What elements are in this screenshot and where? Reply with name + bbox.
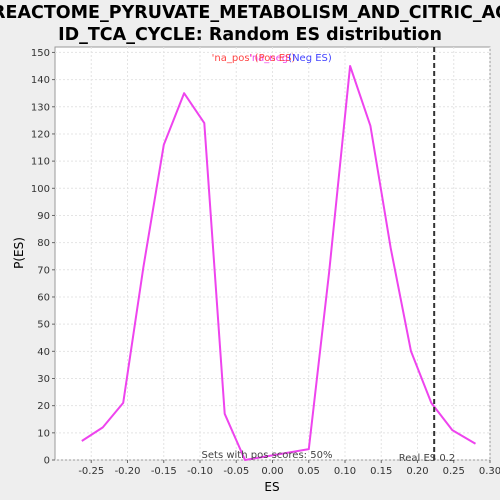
series-layer: [81, 65, 477, 461]
y-tick-label: 130: [31, 102, 50, 113]
y-tick-label: 20: [37, 401, 50, 412]
chart-title-line-2: ID_TCA_CYCLE: Random ES distribution: [58, 25, 442, 45]
x-tick-label: -0.05: [223, 466, 249, 477]
x-tick-label: 0.05: [298, 466, 320, 477]
y-axis-label: P(ES): [12, 237, 26, 269]
legend-label-neg-es: (Neg ES): [288, 53, 332, 64]
real-es-label: Real ES 0.2: [399, 453, 455, 464]
legend-label-na-neg: 'na_neg': [249, 53, 291, 64]
x-tick-label: -0.20: [115, 466, 141, 477]
x-tick-label: 0.30: [479, 466, 500, 477]
pos-scores-annotation: Sets with pos scores: 50%: [202, 450, 333, 461]
y-tick-label: 70: [37, 265, 50, 276]
x-tick-label: -0.15: [151, 466, 177, 477]
x-axis-label: ES: [264, 480, 279, 494]
y-tick-label: 120: [31, 129, 50, 140]
legend: 'na_pos' 'na_neg' (Pos ES) (Neg ES): [212, 53, 332, 64]
y-tick-label: 150: [31, 48, 50, 59]
y-tick-label: 100: [31, 184, 50, 195]
y-tick-label: 10: [37, 428, 50, 439]
x-tick-label: -0.25: [78, 466, 104, 477]
x-tick-label: -0.10: [187, 466, 213, 477]
x-tick-label: 0.25: [443, 466, 465, 477]
y-tick-label: 50: [37, 320, 50, 331]
chart-title-line-1: REACTOME_PYRUVATE_METABOLISM_AND_CITRIC_…: [0, 3, 500, 23]
x-axis-ticks: -0.25 -0.20 -0.15 -0.10 -0.05 0.00 0.05 0.10 0.1…: [78, 460, 500, 477]
legend-label-na-pos: 'na_pos': [212, 53, 253, 64]
y-tick-label: 140: [31, 75, 50, 86]
x-tick-label: 0.20: [406, 466, 428, 477]
es-distribution-line: [81, 65, 477, 461]
x-tick-label: 0.15: [370, 466, 392, 477]
x-tick-label: 0.00: [261, 466, 283, 477]
x-tick-label: 0.10: [334, 466, 356, 477]
y-tick-label: 80: [37, 238, 50, 249]
y-axis-ticks: 0 10 20 30 40 50 60 70 80 90 100 110 120 130 140 150: [31, 48, 55, 467]
y-tick-label: 40: [37, 347, 50, 358]
legend-label-pos-es: (Pos ES): [255, 53, 296, 64]
y-tick-label: 60: [37, 292, 50, 303]
y-tick-label: 110: [31, 157, 50, 168]
y-tick-label: 90: [37, 211, 50, 222]
y-tick-label: 0: [44, 456, 50, 467]
y-tick-label: 30: [37, 374, 50, 385]
